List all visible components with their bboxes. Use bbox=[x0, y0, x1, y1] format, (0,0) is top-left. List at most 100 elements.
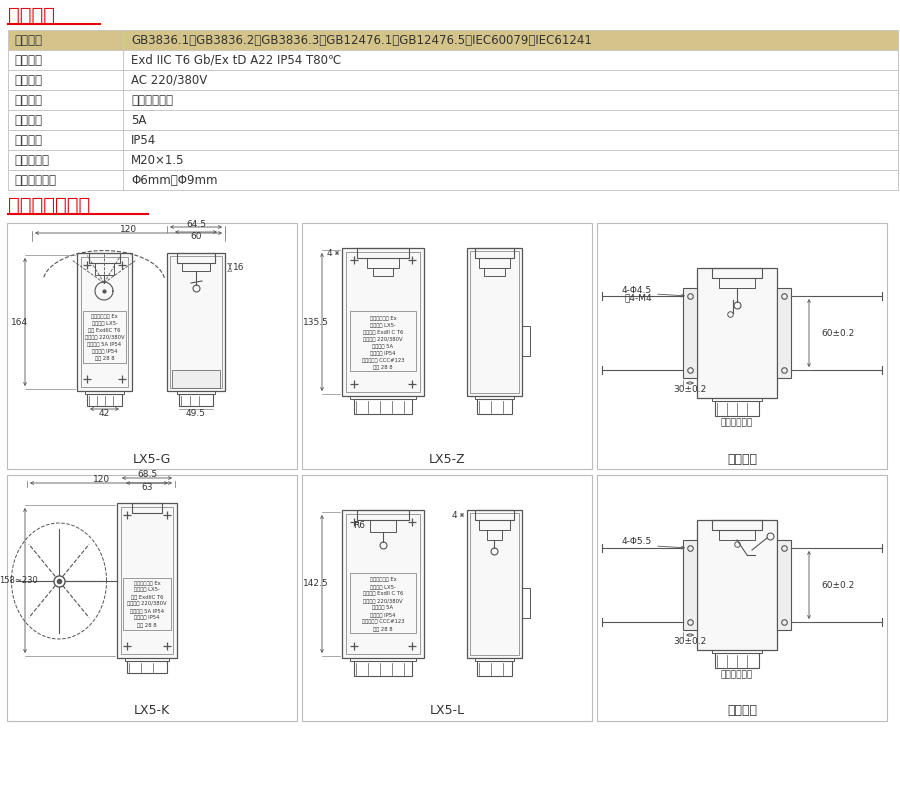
Bar bbox=[475, 396, 514, 399]
Bar bbox=[123, 150, 898, 170]
Bar bbox=[342, 248, 424, 396]
Text: 142.5: 142.5 bbox=[303, 579, 328, 589]
Text: 额定电流 5A: 额定电流 5A bbox=[373, 605, 393, 611]
Bar bbox=[8, 30, 123, 50]
Text: 额定电流 5A IP54: 额定电流 5A IP54 bbox=[130, 608, 164, 614]
Bar bbox=[127, 661, 167, 673]
Bar bbox=[522, 588, 530, 618]
Text: 额定电压: 额定电压 bbox=[14, 73, 42, 87]
Text: 或4-M4: 或4-M4 bbox=[625, 293, 652, 303]
Bar bbox=[182, 263, 210, 271]
Text: 额定电流 5A: 额定电流 5A bbox=[373, 344, 393, 348]
Text: AC 220/380V: AC 220/380V bbox=[131, 73, 207, 87]
Bar bbox=[522, 326, 530, 356]
Bar bbox=[712, 268, 762, 278]
Text: 防爆行程开关 Ex: 防爆行程开关 Ex bbox=[91, 314, 118, 318]
Bar bbox=[8, 170, 123, 190]
Text: 4: 4 bbox=[452, 511, 457, 519]
Bar bbox=[123, 110, 898, 130]
Bar bbox=[715, 653, 759, 668]
Bar bbox=[7, 223, 297, 469]
Text: 防爆合格证 CCC#123: 防爆合格证 CCC#123 bbox=[362, 358, 404, 362]
Text: 防爆行程开关 Ex: 防爆行程开关 Ex bbox=[370, 578, 396, 582]
Bar bbox=[77, 253, 132, 391]
Text: 防爆等级 ExdII C T6: 防爆等级 ExdII C T6 bbox=[363, 329, 403, 334]
Bar bbox=[302, 223, 592, 469]
Bar bbox=[123, 170, 898, 190]
Bar bbox=[8, 70, 123, 90]
Text: IP54: IP54 bbox=[131, 133, 157, 147]
Bar bbox=[177, 253, 215, 263]
Bar bbox=[719, 278, 755, 288]
Bar bbox=[367, 258, 399, 268]
Bar bbox=[346, 514, 420, 654]
Bar bbox=[170, 256, 222, 388]
Bar bbox=[350, 658, 416, 661]
Bar bbox=[477, 399, 512, 414]
Text: 49.5: 49.5 bbox=[186, 408, 206, 418]
Text: GB3836.1、GB3836.2、GB3836.3、GB12476.1、GB12476.5、IEC60079、IEC61241: GB3836.1、GB3836.2、GB3836.3、GB12476.1、GB1… bbox=[131, 34, 592, 46]
Text: 防爆行程开关 Ex: 防爆行程开关 Ex bbox=[370, 315, 396, 321]
Bar bbox=[87, 394, 122, 406]
Text: 158~230: 158~230 bbox=[0, 576, 38, 585]
Bar bbox=[8, 130, 123, 150]
Text: 4: 4 bbox=[327, 248, 332, 258]
Bar bbox=[475, 510, 514, 520]
Text: 60±0.2: 60±0.2 bbox=[821, 329, 854, 337]
Bar bbox=[8, 50, 123, 70]
Bar bbox=[179, 394, 213, 406]
Text: LX5-Z: LX5-Z bbox=[428, 452, 465, 466]
Bar bbox=[123, 130, 898, 150]
Text: 厂牌 28 8: 厂牌 28 8 bbox=[137, 623, 157, 627]
Bar bbox=[597, 223, 887, 469]
Bar bbox=[350, 311, 416, 371]
Text: 防护等级 IP54: 防护等级 IP54 bbox=[134, 615, 160, 620]
Text: Φ6mm～Φ9mm: Φ6mm～Φ9mm bbox=[131, 173, 218, 187]
Bar bbox=[121, 507, 173, 654]
Bar bbox=[350, 573, 416, 633]
Text: 120: 120 bbox=[94, 474, 111, 484]
Text: 背面安装: 背面安装 bbox=[727, 704, 757, 718]
Text: 防护等级: 防护等级 bbox=[14, 133, 42, 147]
Text: 防爆行程开关 Ex: 防爆行程开关 Ex bbox=[133, 581, 160, 585]
Text: 60: 60 bbox=[190, 232, 202, 240]
Bar bbox=[357, 510, 409, 520]
Bar bbox=[370, 520, 396, 532]
Text: 额定电压 220/380V: 额定电压 220/380V bbox=[364, 336, 403, 341]
Text: R6: R6 bbox=[353, 522, 365, 530]
Bar bbox=[712, 520, 762, 530]
Bar bbox=[712, 650, 762, 653]
Bar bbox=[479, 258, 510, 268]
Text: 正面安装: 正面安装 bbox=[727, 452, 757, 466]
Text: LX5-K: LX5-K bbox=[134, 704, 170, 718]
Bar bbox=[357, 248, 409, 258]
Bar bbox=[697, 268, 777, 398]
Text: 额定电压 220/380V: 额定电压 220/380V bbox=[85, 334, 124, 340]
Text: 4-Φ4.5: 4-Φ4.5 bbox=[622, 285, 652, 295]
Bar bbox=[470, 513, 519, 655]
Text: 防爆合格证 CCC#123: 防爆合格证 CCC#123 bbox=[362, 619, 404, 625]
Bar bbox=[81, 257, 128, 387]
Text: 30±0.2: 30±0.2 bbox=[673, 385, 707, 393]
Text: 135.5: 135.5 bbox=[303, 318, 328, 326]
Bar bbox=[719, 530, 755, 540]
Text: LX5-L: LX5-L bbox=[429, 704, 464, 718]
Bar bbox=[712, 398, 762, 401]
Text: 68.5: 68.5 bbox=[137, 470, 157, 478]
Text: 4-Φ5.5: 4-Φ5.5 bbox=[622, 537, 652, 547]
Bar bbox=[83, 311, 126, 363]
Text: 产品型号 LX5-: 产品型号 LX5- bbox=[92, 321, 117, 325]
Text: 厂牌 28 8: 厂牌 28 8 bbox=[94, 355, 114, 360]
Text: 额定电流 5A IP54: 额定电流 5A IP54 bbox=[87, 341, 122, 347]
Bar bbox=[123, 578, 171, 630]
Text: 16: 16 bbox=[233, 262, 245, 272]
Bar bbox=[8, 110, 123, 130]
Bar bbox=[777, 540, 791, 630]
Bar bbox=[117, 503, 177, 658]
Text: 120: 120 bbox=[120, 225, 137, 233]
Text: LX5-G: LX5-G bbox=[133, 452, 171, 466]
Bar bbox=[125, 658, 169, 661]
Text: 引入口规格: 引入口规格 bbox=[14, 154, 49, 166]
Text: 额定电流: 额定电流 bbox=[14, 113, 42, 127]
Text: 产品型号 LX5-: 产品型号 LX5- bbox=[370, 585, 396, 589]
